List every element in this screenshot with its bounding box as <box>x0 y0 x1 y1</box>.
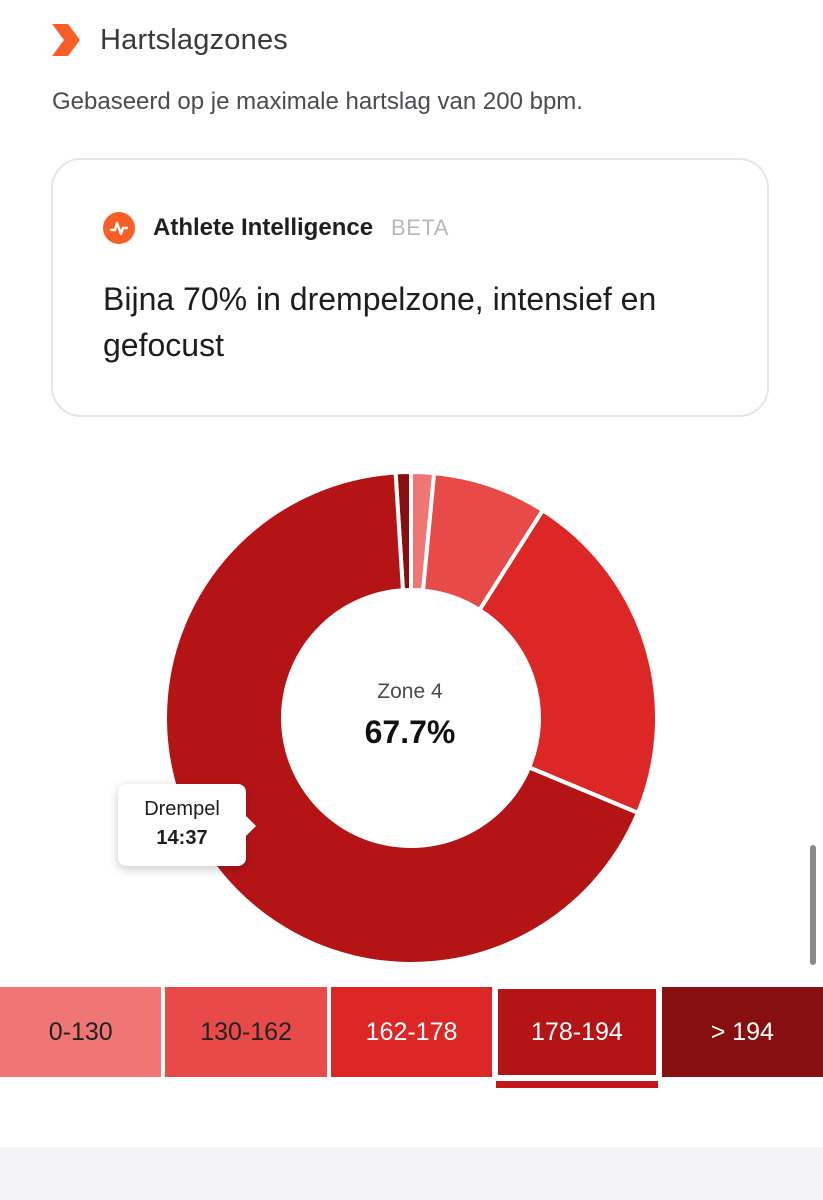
beta-badge: BETA <box>391 215 449 240</box>
donut-svg <box>163 469 659 966</box>
athlete-intelligence-card[interactable]: Athlete Intelligence BETA Bijna 70% in d… <box>51 158 769 417</box>
zone-tooltip: Drempel 14:37 <box>118 784 256 866</box>
ai-card-title: Athlete Intelligence <box>153 214 374 241</box>
donut-center-value: 67.7% <box>364 714 456 750</box>
selected-zone-indicator <box>496 1081 658 1088</box>
zone-tab-2[interactable]: 130-162 <box>165 987 331 1077</box>
ai-summary-text: Bijna 70% in drempelzone, intensief en g… <box>103 281 657 363</box>
zone-tab-4[interactable]: 178-194 <box>496 987 662 1077</box>
ai-card-header: Athlete Intelligence BETA <box>103 212 449 244</box>
section-header: Hartslagzones <box>52 20 288 60</box>
zone-tab-1[interactable]: 0-130 <box>0 987 166 1077</box>
donut-slice-4[interactable] <box>163 470 641 966</box>
donut-slice-3[interactable] <box>476 507 659 816</box>
zone-selector: 0-130 130-162 162-178 178-194 > 194 <box>0 987 823 1077</box>
scrollbar[interactable] <box>810 845 816 965</box>
donut-center-label: Zone 4 <box>377 680 443 703</box>
tooltip-zone-name: Drempel <box>144 798 220 820</box>
page-title: Hartslagzones <box>100 23 288 56</box>
chevron-arrow-icon <box>52 24 80 56</box>
zone-tab-3[interactable]: 162-178 <box>330 987 497 1077</box>
athlete-intelligence-icon <box>103 212 135 244</box>
zone-tab-5[interactable]: > 194 <box>661 987 823 1077</box>
tooltip-duration: 14:37 <box>156 827 208 849</box>
max-hr-description: Gebaseerd op je maximale hartslag van 20… <box>52 88 583 115</box>
zone-donut-chart[interactable] <box>0 440 823 980</box>
section-divider <box>0 1147 823 1200</box>
